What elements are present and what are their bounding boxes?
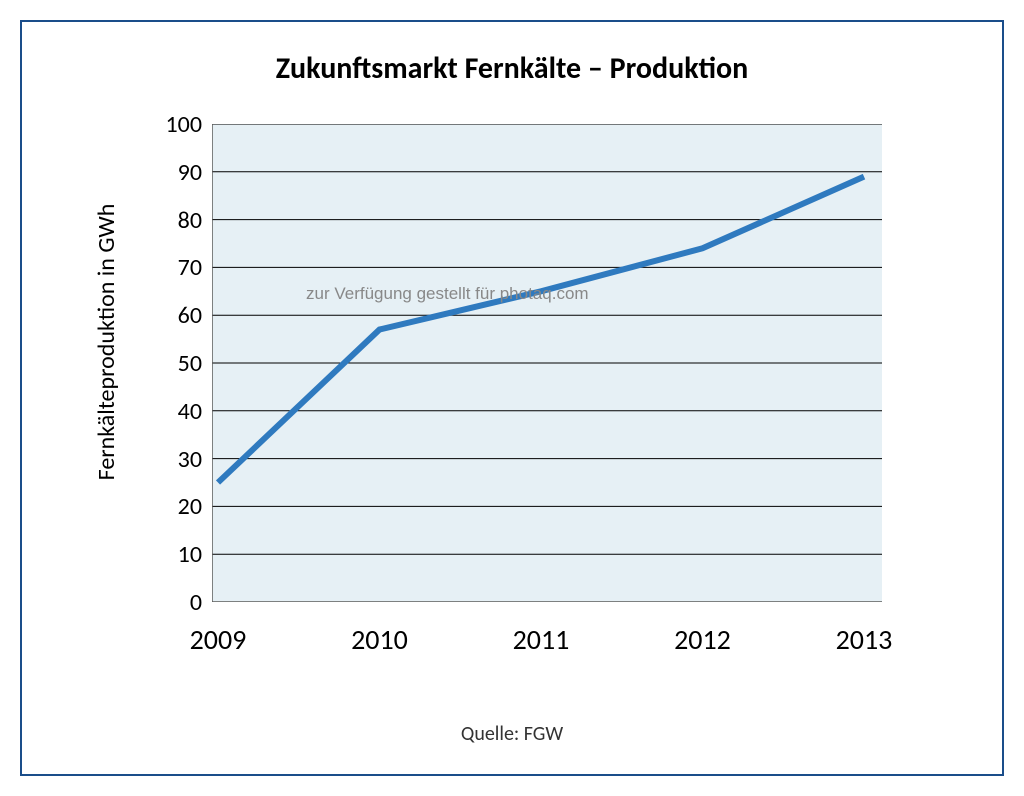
plot-area <box>212 124 882 602</box>
y-axis-label: Fernkälteproduktion in GWh <box>92 102 121 582</box>
y-tick-label: 80 <box>142 206 202 235</box>
y-tick-label: 0 <box>142 588 202 617</box>
y-tick-label: 70 <box>142 253 202 282</box>
x-tick-label: 2012 <box>643 622 763 657</box>
x-tick-label: 2009 <box>158 622 278 657</box>
x-tick-label: 2010 <box>320 622 440 657</box>
x-tick-label: 2013 <box>804 622 924 657</box>
watermark-text: zur Verfügung gestellt für photaq.com <box>306 284 589 304</box>
y-tick-label: 60 <box>142 301 202 330</box>
plot-svg <box>212 124 882 602</box>
y-tick-label: 90 <box>142 158 202 187</box>
y-tick-label: 100 <box>142 110 202 139</box>
x-tick-label: 2011 <box>481 622 601 657</box>
source-label: Quelle: FGW <box>22 722 1002 746</box>
y-tick-label: 40 <box>142 397 202 426</box>
y-tick-label: 20 <box>142 492 202 521</box>
chart-title: Zukunftsmarkt Fernkälte – Produktion <box>22 50 1002 87</box>
y-tick-label: 10 <box>142 540 202 569</box>
chart-frame: Zukunftsmarkt Fernkälte – Produktion Fer… <box>20 20 1004 776</box>
y-tick-label: 50 <box>142 349 202 378</box>
y-tick-label: 30 <box>142 445 202 474</box>
